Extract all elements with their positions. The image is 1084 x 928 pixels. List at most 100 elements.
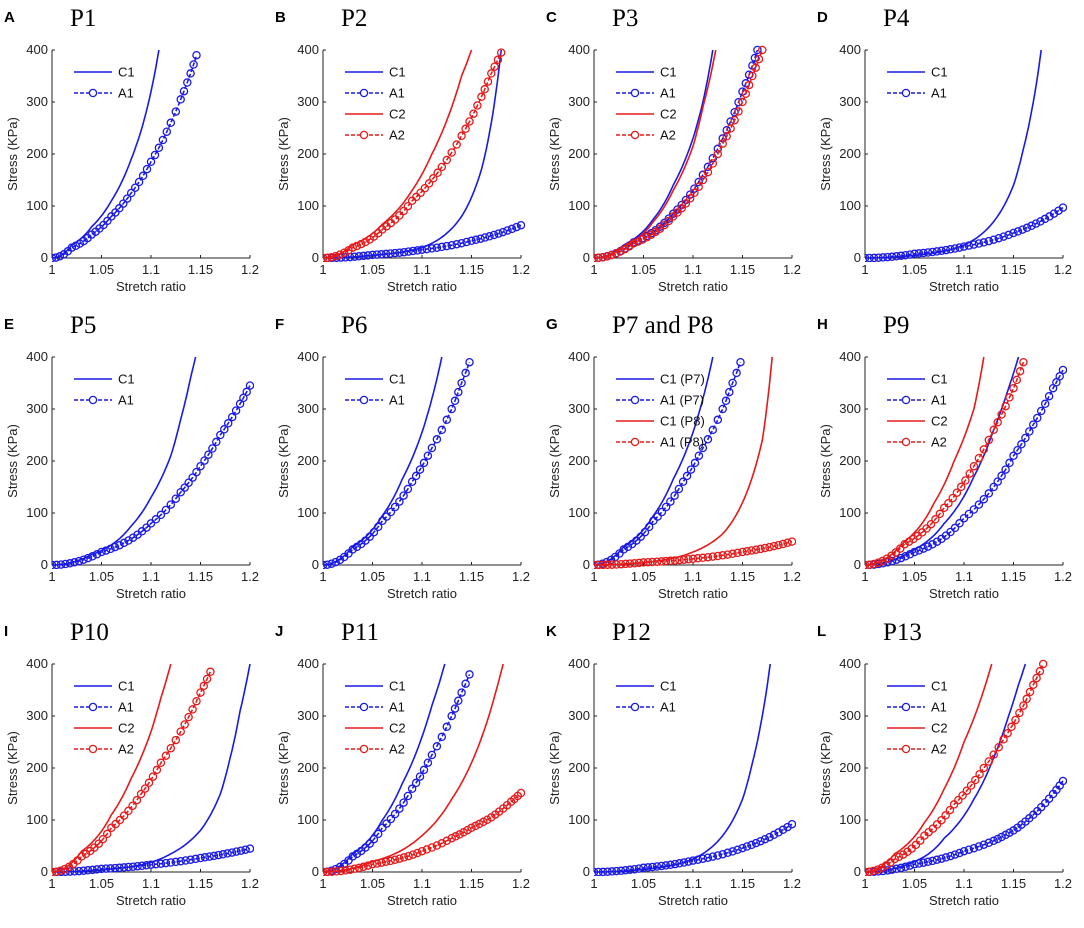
- data-point: [130, 183, 140, 192]
- data-point: [1009, 383, 1018, 393]
- data-point: [937, 815, 946, 825]
- y-tick-label: 0: [583, 557, 590, 572]
- legend-label: C1: [118, 65, 135, 80]
- data-point: [192, 50, 201, 60]
- legend-swatch-marker: [901, 744, 911, 754]
- data-point: [708, 425, 718, 435]
- legend-label: A1: [931, 700, 947, 715]
- data-point: [52, 253, 61, 262]
- data-point: [728, 378, 737, 388]
- data-point: [373, 829, 383, 839]
- x-tick-label: 1.1: [684, 262, 702, 277]
- data-point: [498, 227, 508, 237]
- data-point: [359, 251, 368, 261]
- data-point: [730, 107, 739, 117]
- data-point: [623, 542, 633, 552]
- data-point: [905, 861, 915, 870]
- chart-panel-b: B P2 1 1.05 1.1 1.15 1.2 0 100 200 300 400 Stretch r…: [275, 5, 530, 294]
- data-point: [138, 171, 148, 181]
- y-tick-label: 300: [297, 401, 319, 416]
- y-axis-label: Stress (KPa): [818, 731, 833, 805]
- data-point: [723, 848, 732, 858]
- data-point: [442, 722, 452, 732]
- x-tick-label: 1.05: [360, 876, 385, 891]
- data-point: [485, 232, 494, 241]
- data-point: [910, 547, 919, 557]
- data-point: [994, 742, 1003, 752]
- data-point: [769, 541, 779, 551]
- data-point: [742, 547, 752, 556]
- data-point: [1036, 217, 1045, 226]
- data-point: [124, 806, 133, 816]
- data-point: [196, 688, 205, 697]
- chart-panel-e: E P5 1 1.05 1.1 1.15 1.2 0 100 200 300 400 Stretch r…: [4, 312, 259, 601]
- x-tick-label: 1.1: [684, 569, 702, 584]
- data-point: [52, 560, 57, 569]
- data-point: [774, 828, 783, 837]
- data-point: [496, 48, 506, 57]
- y-axis-label: Stress (KPa): [547, 117, 562, 191]
- series-a1: [865, 203, 1067, 262]
- panel-letter: J: [275, 623, 283, 640]
- data-point: [452, 239, 461, 249]
- y-tick-label: 0: [583, 250, 590, 265]
- data-point: [341, 866, 350, 875]
- data-point: [465, 670, 474, 679]
- legend-label: A1: [389, 700, 405, 715]
- legend-swatch-marker: [359, 88, 369, 98]
- data-point: [748, 71, 757, 81]
- data-point: [708, 552, 718, 561]
- data-point: [890, 854, 899, 864]
- data-point: [399, 853, 409, 862]
- data-point: [348, 243, 357, 252]
- legend-swatch-marker: [901, 88, 911, 98]
- data-point: [1022, 694, 1031, 704]
- data-point: [413, 848, 422, 858]
- legend-label: C2: [660, 107, 677, 122]
- data-point: [919, 248, 928, 258]
- data-point: [887, 252, 897, 262]
- x-tick-label: 1.2: [241, 569, 259, 584]
- y-tick-label: 0: [854, 557, 861, 572]
- data-point: [119, 538, 129, 548]
- data-point: [473, 101, 482, 110]
- x-tick-label: 1.05: [631, 262, 656, 277]
- data-point: [675, 859, 684, 868]
- data-point: [386, 856, 395, 866]
- data-point: [999, 735, 1008, 744]
- data-point: [335, 250, 345, 259]
- series-line: [865, 356, 1020, 566]
- x-axis-label: Stretch ratio: [387, 586, 457, 601]
- data-point: [206, 667, 215, 677]
- data-point: [956, 482, 966, 492]
- data-point: [415, 465, 425, 474]
- data-point: [200, 853, 210, 862]
- data-point: [354, 252, 364, 261]
- series-line: [52, 385, 251, 566]
- data-point: [451, 832, 460, 841]
- series-c2: [865, 356, 985, 566]
- panel-letter: H: [817, 316, 828, 333]
- data-point: [476, 234, 485, 243]
- legend-label: C1 (P8): [660, 414, 705, 429]
- data-point: [420, 183, 430, 193]
- data-point: [1027, 221, 1036, 231]
- data-point: [928, 856, 937, 866]
- y-tick-label: 400: [297, 349, 319, 364]
- data-point: [1015, 367, 1025, 376]
- data-point: [678, 477, 688, 487]
- series-a1: [865, 365, 1067, 569]
- data-point: [214, 850, 223, 860]
- data-point: [419, 458, 429, 468]
- data-point: [721, 396, 731, 406]
- series-line: [594, 663, 771, 873]
- data-point: [137, 861, 147, 871]
- x-tick-label: 1.2: [783, 876, 801, 891]
- data-point: [732, 368, 741, 378]
- data-point: [171, 494, 181, 503]
- data-point: [1015, 708, 1024, 718]
- data-point: [122, 194, 132, 203]
- data-point: [713, 551, 723, 561]
- y-tick-label: 300: [297, 708, 319, 723]
- data-point: [413, 246, 422, 255]
